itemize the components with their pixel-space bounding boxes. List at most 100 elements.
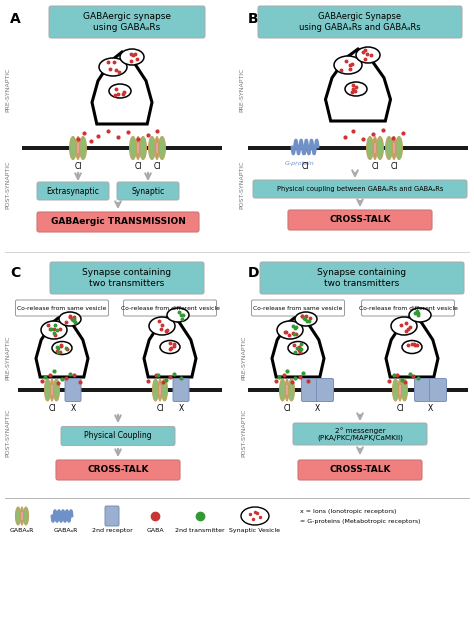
FancyBboxPatch shape (105, 506, 119, 526)
Text: X: X (314, 404, 319, 413)
Bar (399, 385, 401, 395)
Ellipse shape (120, 49, 144, 65)
Text: 2nd receptor: 2nd receptor (91, 528, 132, 533)
FancyBboxPatch shape (65, 378, 81, 401)
Text: CROSS-TALK: CROSS-TALK (329, 215, 391, 224)
Bar (77, 143, 79, 153)
Text: C: C (10, 266, 20, 280)
Text: GABAergic Synapse
using GABAₐRs and GABAₐRs: GABAergic Synapse using GABAₐRs and GABA… (299, 12, 421, 31)
FancyBboxPatch shape (173, 378, 189, 401)
Text: Cl: Cl (156, 404, 164, 413)
Bar (248, 388, 468, 392)
Ellipse shape (280, 379, 285, 401)
Text: PRE-SYNAPTIC: PRE-SYNAPTIC (6, 68, 10, 112)
Text: POST-SYNAPTIC: POST-SYNAPTIC (241, 409, 246, 457)
Text: Cl: Cl (153, 162, 161, 171)
FancyBboxPatch shape (16, 300, 109, 316)
Polygon shape (92, 52, 152, 124)
Text: B: B (248, 12, 259, 26)
Bar (159, 385, 161, 395)
Ellipse shape (76, 137, 80, 160)
Ellipse shape (398, 379, 402, 401)
Text: x = Ions (Ionotropic receptors): x = Ions (Ionotropic receptors) (300, 510, 396, 515)
Text: PRE-SYNAPTIC: PRE-SYNAPTIC (6, 336, 10, 380)
Text: X: X (70, 404, 76, 413)
Ellipse shape (289, 379, 294, 401)
FancyBboxPatch shape (124, 300, 217, 316)
Ellipse shape (385, 137, 392, 160)
FancyBboxPatch shape (50, 262, 204, 294)
Text: Synapse containing
two transmitters: Synapse containing two transmitters (318, 269, 407, 288)
Bar (374, 143, 376, 153)
Bar (286, 385, 288, 395)
Ellipse shape (52, 342, 72, 354)
Text: POST-SYNAPTIC: POST-SYNAPTIC (6, 409, 10, 457)
Ellipse shape (140, 137, 146, 160)
Ellipse shape (129, 137, 137, 160)
Text: PRE-SYNAPTIC: PRE-SYNAPTIC (239, 68, 245, 112)
Ellipse shape (16, 507, 21, 525)
Text: GABAₐR: GABAₐR (54, 528, 78, 533)
Text: GABA: GABA (146, 528, 164, 533)
Text: D: D (248, 266, 259, 280)
FancyBboxPatch shape (37, 182, 109, 200)
Ellipse shape (149, 317, 175, 335)
Polygon shape (272, 315, 324, 377)
Text: Physical Coupling: Physical Coupling (84, 431, 152, 440)
Ellipse shape (80, 137, 86, 160)
Ellipse shape (373, 137, 377, 160)
Ellipse shape (54, 379, 60, 401)
Text: GABAergic TRANSMISSION: GABAergic TRANSMISSION (51, 217, 185, 226)
Text: Co-release from same vesicle: Co-release from same vesicle (18, 306, 107, 310)
Text: Physical coupling between GABAₐRs and GABAₐRs: Physical coupling between GABAₐRs and GA… (277, 186, 443, 192)
FancyBboxPatch shape (414, 378, 431, 401)
Ellipse shape (391, 317, 417, 335)
Text: Cl: Cl (371, 162, 379, 171)
Text: CROSS-TALK: CROSS-TALK (87, 465, 149, 474)
FancyBboxPatch shape (117, 182, 179, 200)
FancyBboxPatch shape (301, 378, 319, 401)
Ellipse shape (153, 379, 159, 401)
Text: Synaptic Vesicle: Synaptic Vesicle (229, 528, 281, 533)
Text: Cl: Cl (396, 404, 404, 413)
FancyBboxPatch shape (49, 6, 205, 38)
FancyBboxPatch shape (37, 212, 199, 232)
Ellipse shape (45, 379, 51, 401)
Polygon shape (326, 49, 391, 121)
Bar (51, 385, 53, 395)
Text: Co-release from same vesicle: Co-release from same vesicle (253, 306, 343, 310)
Text: Extrasynaptic: Extrasynaptic (46, 187, 100, 196)
Text: Cl: Cl (283, 404, 291, 413)
Text: X: X (178, 404, 183, 413)
Ellipse shape (160, 340, 180, 353)
Bar (137, 143, 139, 153)
Ellipse shape (241, 507, 269, 525)
Ellipse shape (334, 56, 362, 74)
Ellipse shape (136, 137, 140, 160)
Ellipse shape (70, 137, 76, 160)
Ellipse shape (288, 342, 308, 354)
FancyBboxPatch shape (298, 460, 422, 480)
Bar (393, 143, 395, 153)
Text: 2nd transmitter: 2nd transmitter (175, 528, 225, 533)
Text: Co-release from different vesicle: Co-release from different vesicle (358, 306, 457, 310)
Text: Cl: Cl (301, 162, 309, 171)
Ellipse shape (99, 58, 127, 76)
Ellipse shape (59, 312, 81, 326)
Bar (21, 512, 23, 520)
Text: POST-SYNAPTIC: POST-SYNAPTIC (6, 161, 10, 209)
FancyBboxPatch shape (288, 210, 432, 230)
Ellipse shape (285, 379, 289, 401)
Ellipse shape (392, 379, 399, 401)
Ellipse shape (162, 379, 167, 401)
Polygon shape (144, 315, 196, 377)
Text: A: A (10, 12, 21, 26)
Ellipse shape (277, 321, 303, 339)
Bar (22, 146, 222, 150)
Ellipse shape (392, 137, 396, 160)
Bar (248, 146, 468, 150)
Ellipse shape (155, 137, 159, 160)
FancyBboxPatch shape (258, 6, 462, 38)
FancyBboxPatch shape (317, 378, 334, 401)
Bar (156, 143, 158, 153)
